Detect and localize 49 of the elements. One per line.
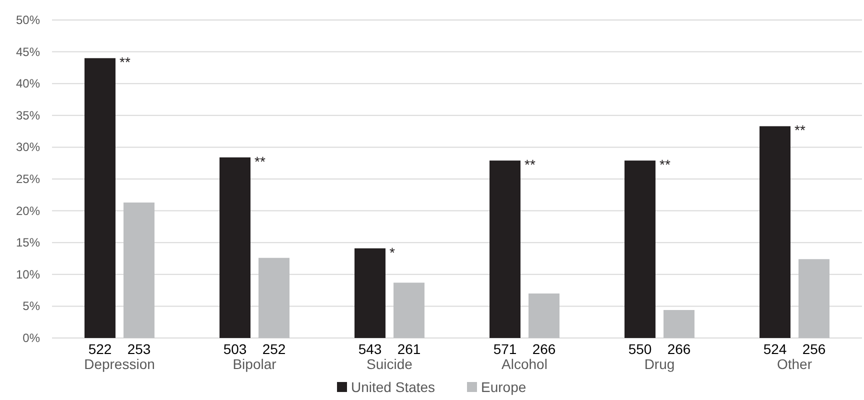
x-tick-label: Depression: [84, 356, 155, 372]
annotation: 571: [493, 341, 517, 357]
annotation: **: [660, 156, 671, 173]
y-tick-label: 15%: [16, 236, 40, 250]
x-tick-label: Drug: [644, 356, 675, 372]
annotation: 524: [763, 341, 787, 357]
annotation: 261: [397, 341, 421, 357]
bar: [528, 293, 560, 338]
y-tick-label: 35%: [16, 108, 40, 122]
y-tick-label: 5%: [22, 299, 40, 314]
y-tick-label: 40%: [16, 76, 40, 91]
annotation: 550: [628, 341, 652, 357]
y-tick-label: 20%: [16, 204, 40, 218]
x-tick-label: Bipolar: [232, 356, 277, 372]
annotation: 253: [127, 341, 151, 357]
annotation: *: [390, 244, 396, 260]
annotation: 266: [532, 341, 556, 357]
y-tick-label: 50%: [16, 13, 40, 27]
y-tick-label: 0%: [22, 331, 40, 345]
y-tick-label: 30%: [16, 140, 40, 154]
y-tick-label: 45%: [16, 44, 40, 59]
bar: [354, 248, 386, 338]
annotation: 256: [802, 341, 826, 357]
bar: [490, 160, 520, 338]
annotation: **: [254, 153, 266, 170]
x-tick-label: Alcohol: [502, 356, 548, 372]
annotation: 503: [223, 341, 247, 357]
annotation: **: [794, 122, 806, 138]
annotation: 266: [667, 341, 691, 357]
legend-label: United States: [351, 379, 436, 395]
bar: [220, 157, 250, 338]
bar: [394, 282, 424, 338]
annotation: 543: [358, 341, 382, 357]
annotation: **: [524, 156, 536, 173]
bar: [760, 126, 790, 338]
annotation: 522: [88, 341, 112, 357]
bar: [258, 258, 290, 338]
annotation: 252: [262, 341, 286, 357]
annotation: **: [120, 54, 131, 70]
x-tick-label: Suicide: [366, 356, 413, 372]
legend-label: Europe: [481, 379, 526, 395]
x-tick-label: Other: [776, 356, 812, 372]
bar: [84, 58, 116, 338]
y-tick-label: 25%: [16, 172, 40, 186]
y-tick-label: 10%: [16, 267, 40, 282]
bar: [664, 310, 694, 338]
bar: [624, 160, 656, 338]
bar: [798, 259, 830, 338]
bar: [124, 202, 154, 338]
